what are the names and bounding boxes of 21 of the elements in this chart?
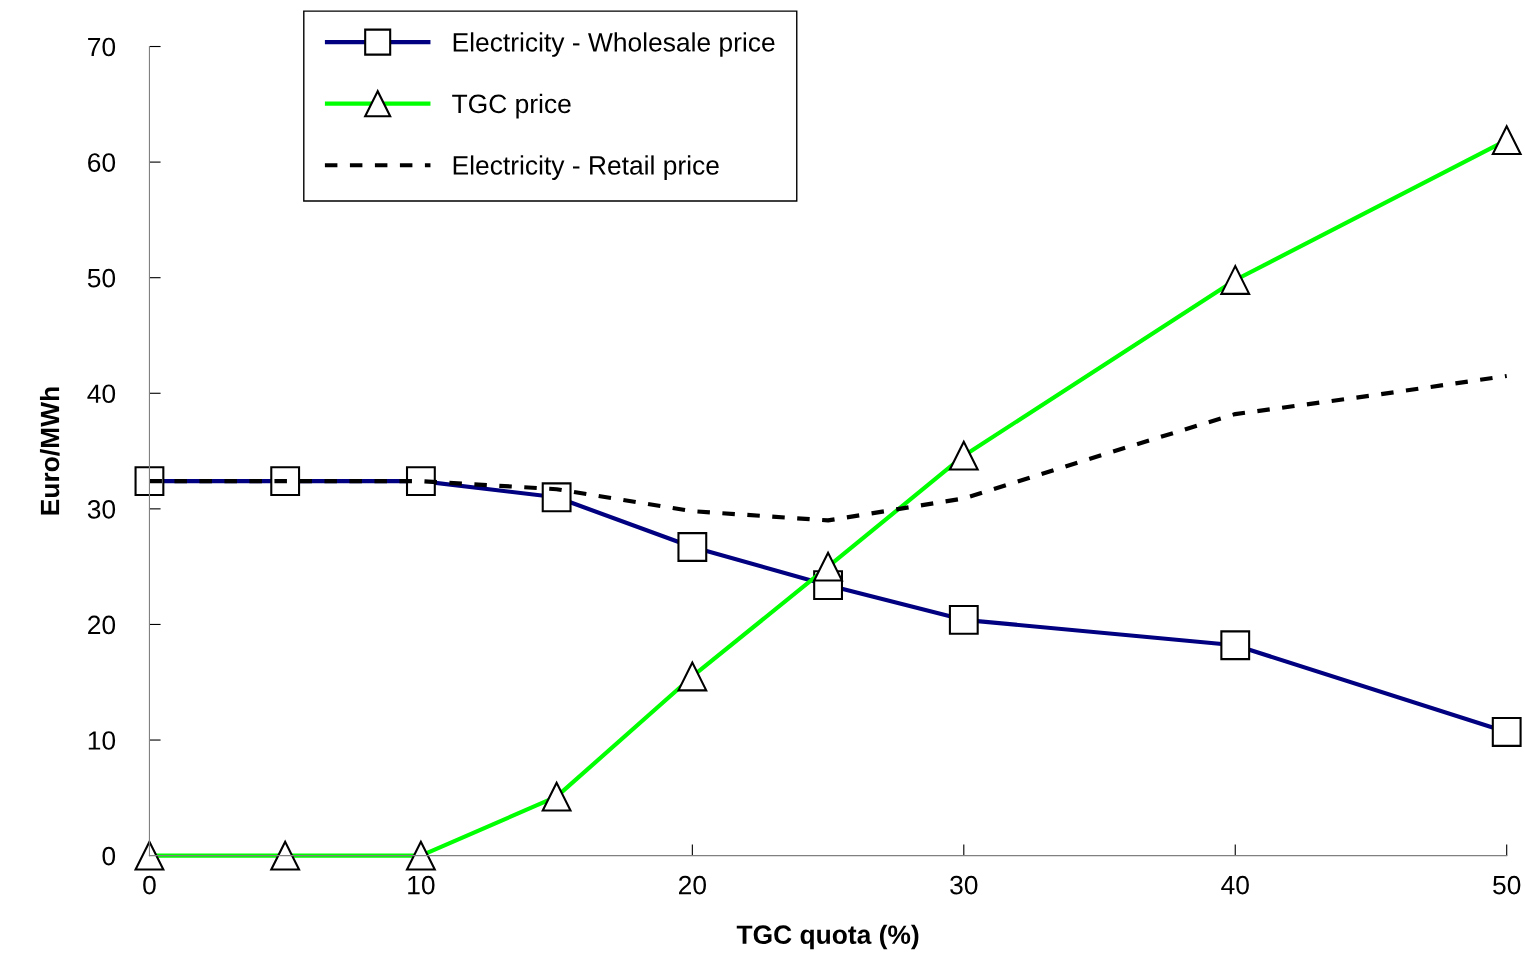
y-tick-label: 0: [102, 846, 116, 866]
point: [405, 466, 436, 497]
x-axis-title: TGC quota (%): [736, 924, 919, 950]
x-tick-label: 10: [408, 875, 435, 895]
y-tick-label: 10: [88, 731, 116, 750]
y-tick-label: 30: [87, 500, 116, 519]
legend-label: Electricity - Retail price: [453, 155, 719, 180]
y-axis-title: Euro/MWh: [39, 387, 60, 515]
x-tick-label: 50: [1493, 875, 1521, 895]
legend-label: Electricity - Wholesale price: [453, 32, 775, 57]
y-tick-label: 50: [87, 268, 116, 288]
point: [270, 466, 301, 497]
y-tick-label: 40: [87, 384, 116, 404]
x-tick-label: 30: [950, 875, 978, 895]
y-tick-label: 70: [88, 37, 116, 57]
legend-label: TGC price: [452, 93, 571, 119]
y-tick-label: 20: [88, 615, 116, 635]
x-tick-label: 40: [1221, 875, 1249, 895]
y-tick-label: 60: [88, 153, 116, 172]
x-tick-label: 20: [679, 875, 706, 895]
x-tick-label: 0: [143, 875, 156, 895]
